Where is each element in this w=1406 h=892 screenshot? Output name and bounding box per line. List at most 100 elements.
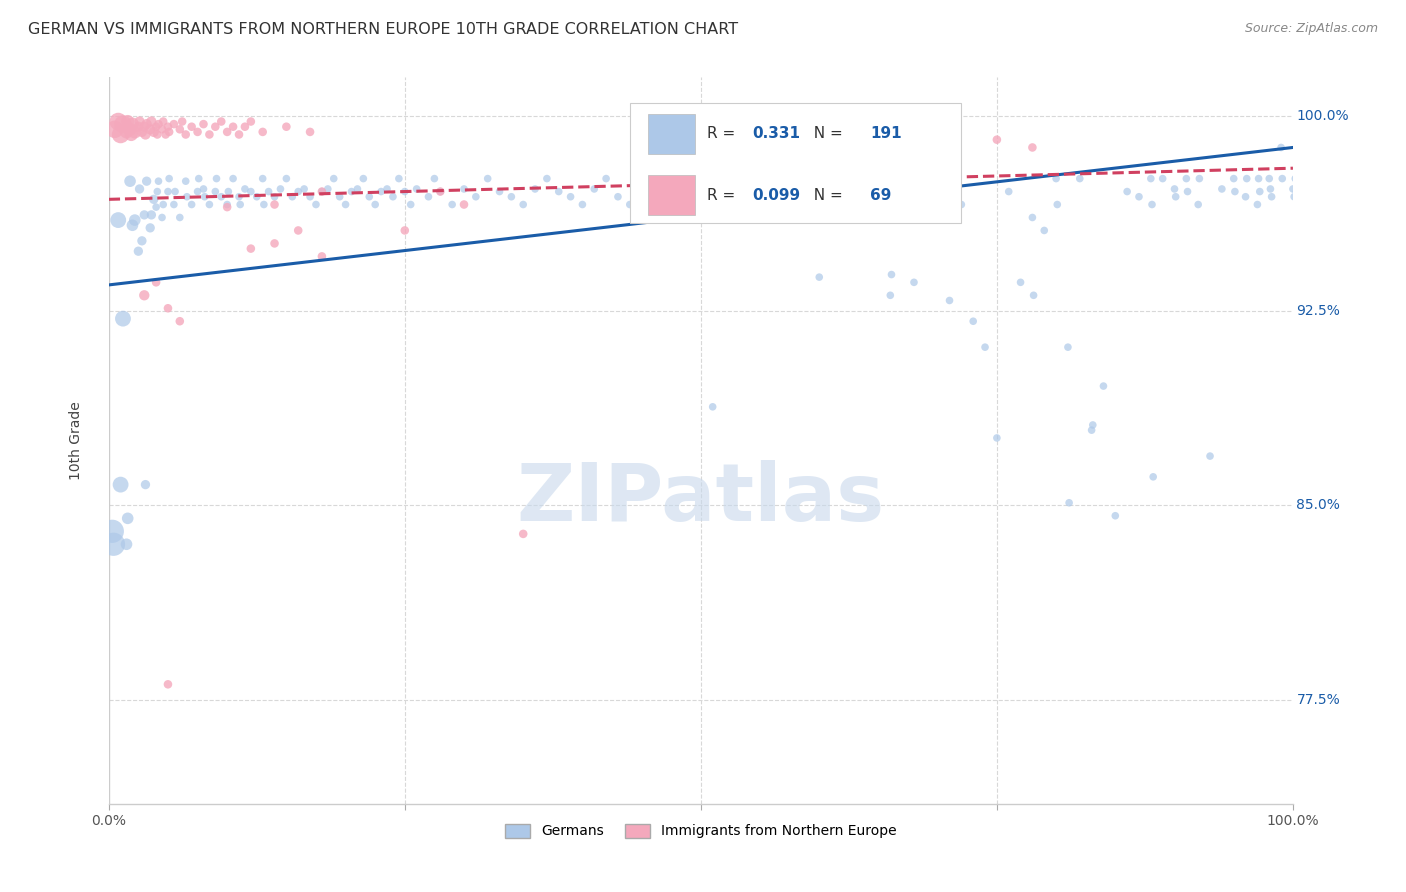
Point (305, 197, 328, 211)
Point (145, 120, 167, 134)
Point (121, 219, 143, 233)
Point (150, 122, 173, 136)
Point (1152, 171, 1174, 186)
Point (187, 171, 209, 186)
Text: Source: ZipAtlas.com: Source: ZipAtlas.com (1244, 22, 1378, 36)
Point (169, 122, 191, 136)
Point (222, 120, 245, 134)
Point (1247, 171, 1270, 186)
Point (163, 117, 186, 131)
Point (1236, 171, 1258, 186)
Point (749, 197, 772, 211)
Point (1286, 197, 1309, 211)
Point (253, 197, 276, 211)
Point (1222, 171, 1244, 186)
Point (1069, 171, 1091, 186)
Text: 85.0%: 85.0% (1296, 499, 1340, 512)
Point (1284, 171, 1306, 186)
Point (1033, 223, 1056, 237)
Point (127, 120, 149, 134)
Point (1187, 197, 1209, 211)
Point (204, 120, 226, 134)
Point (263, 197, 285, 211)
Point (299, 190, 322, 204)
Point (1092, 379, 1115, 393)
Point (501, 190, 523, 204)
Point (512, 197, 534, 211)
Point (233, 120, 256, 134)
Point (820, 197, 842, 211)
Point (583, 182, 606, 196)
Point (352, 171, 374, 186)
Point (135, 117, 157, 131)
Point (370, 185, 392, 199)
Point (142, 125, 165, 139)
Point (252, 125, 274, 139)
Point (560, 190, 582, 204)
Point (180, 197, 202, 211)
Point (115, 537, 138, 551)
Point (1234, 190, 1257, 204)
Point (879, 288, 901, 302)
Point (187, 185, 209, 199)
Point (346, 182, 368, 196)
Point (146, 185, 169, 199)
Point (111, 117, 134, 131)
Point (891, 197, 914, 211)
Point (152, 197, 174, 211)
FancyBboxPatch shape (648, 114, 695, 153)
Text: 92.5%: 92.5% (1296, 304, 1340, 318)
Point (1021, 211, 1043, 225)
Point (927, 171, 949, 186)
Point (205, 171, 228, 186)
Point (322, 171, 344, 186)
Point (229, 197, 252, 211)
Point (127, 244, 149, 259)
Point (547, 185, 569, 199)
Point (128, 182, 150, 196)
Point (110, 477, 132, 491)
Point (156, 301, 179, 316)
Point (904, 190, 927, 204)
Point (257, 185, 280, 199)
Point (139, 122, 162, 136)
Point (607, 190, 630, 204)
Point (311, 185, 333, 199)
Point (359, 190, 381, 204)
Point (868, 133, 890, 147)
Point (423, 171, 446, 186)
Point (375, 182, 398, 196)
Point (571, 197, 593, 211)
Point (808, 211, 831, 225)
Text: 0.331: 0.331 (752, 127, 800, 141)
Point (702, 400, 724, 414)
Point (1258, 171, 1281, 186)
Point (111, 311, 134, 326)
Point (855, 171, 877, 186)
Text: 77.5%: 77.5% (1296, 693, 1340, 706)
Point (141, 208, 163, 222)
Point (117, 114, 139, 128)
Point (156, 185, 179, 199)
Point (217, 185, 239, 199)
Point (938, 293, 960, 308)
Point (1285, 185, 1308, 199)
Point (287, 223, 309, 237)
Point (134, 288, 156, 302)
Point (997, 185, 1019, 199)
Point (1140, 171, 1163, 186)
Point (464, 190, 486, 204)
Point (107, 213, 129, 227)
Point (124, 125, 146, 139)
Point (152, 114, 174, 128)
Point (148, 117, 170, 131)
Point (666, 190, 689, 204)
Point (1080, 423, 1102, 437)
Point (263, 190, 285, 204)
Point (145, 200, 167, 214)
Point (678, 185, 700, 199)
Point (974, 340, 997, 354)
Point (643, 182, 665, 196)
FancyBboxPatch shape (630, 103, 962, 223)
Point (134, 208, 156, 222)
